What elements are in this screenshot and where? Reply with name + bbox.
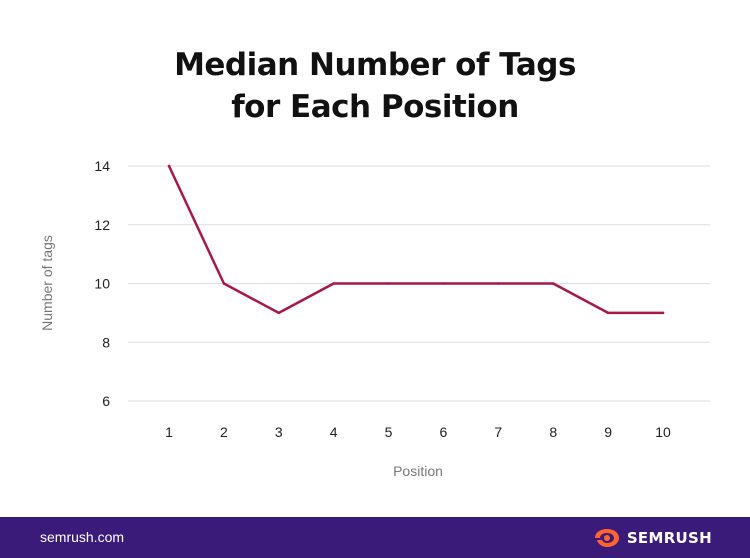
data-point <box>222 282 226 285</box>
y-tick-label: 8 <box>102 334 110 350</box>
x-tick-label: 5 <box>385 424 393 440</box>
y-axis-ticks: 6 8 10 12 14 <box>94 158 110 409</box>
x-tick-label: 9 <box>604 424 612 440</box>
y-tick-label: 6 <box>102 393 110 409</box>
brand-name: SEMRUSH <box>626 529 712 547</box>
x-axis-label: Position <box>393 463 443 479</box>
data-point <box>606 311 610 315</box>
x-tick-label: 4 <box>330 424 338 440</box>
x-tick-label: 8 <box>549 424 557 440</box>
y-axis-label: Number of tags <box>39 235 55 331</box>
data-point <box>497 282 500 285</box>
chart-title-line-2: for Each Position <box>231 89 519 125</box>
data-point <box>167 164 171 168</box>
y-tick-label: 10 <box>94 276 110 292</box>
data-point <box>442 282 445 285</box>
series-line <box>167 164 665 315</box>
y-tick-label: 12 <box>94 217 110 233</box>
x-tick-label: 10 <box>655 424 671 440</box>
series-group <box>167 164 665 315</box>
x-tick-label: 3 <box>275 424 283 440</box>
x-tick-label: 7 <box>494 424 502 440</box>
data-point <box>277 311 281 315</box>
data-point <box>387 282 390 285</box>
footer-bar: semrush.com SEMRUSH <box>0 517 750 558</box>
x-tick-label: 6 <box>440 424 448 440</box>
data-point <box>661 311 665 315</box>
chart-title: Median Number of Tags for Each Position <box>0 44 750 128</box>
chart-title-line-1: Median Number of Tags <box>174 47 576 83</box>
data-point <box>332 282 335 285</box>
x-tick-label: 2 <box>220 424 228 440</box>
data-point <box>551 282 555 285</box>
x-axis-ticks: 1 2 3 4 5 6 7 8 9 10 <box>165 424 671 440</box>
semrush-flame-icon <box>594 529 619 547</box>
y-tick-label: 14 <box>94 158 110 174</box>
x-tick-label: 1 <box>165 424 173 440</box>
brand-logo: SEMRUSH <box>593 527 712 549</box>
footer-site-link[interactable]: semrush.com <box>40 529 125 545</box>
